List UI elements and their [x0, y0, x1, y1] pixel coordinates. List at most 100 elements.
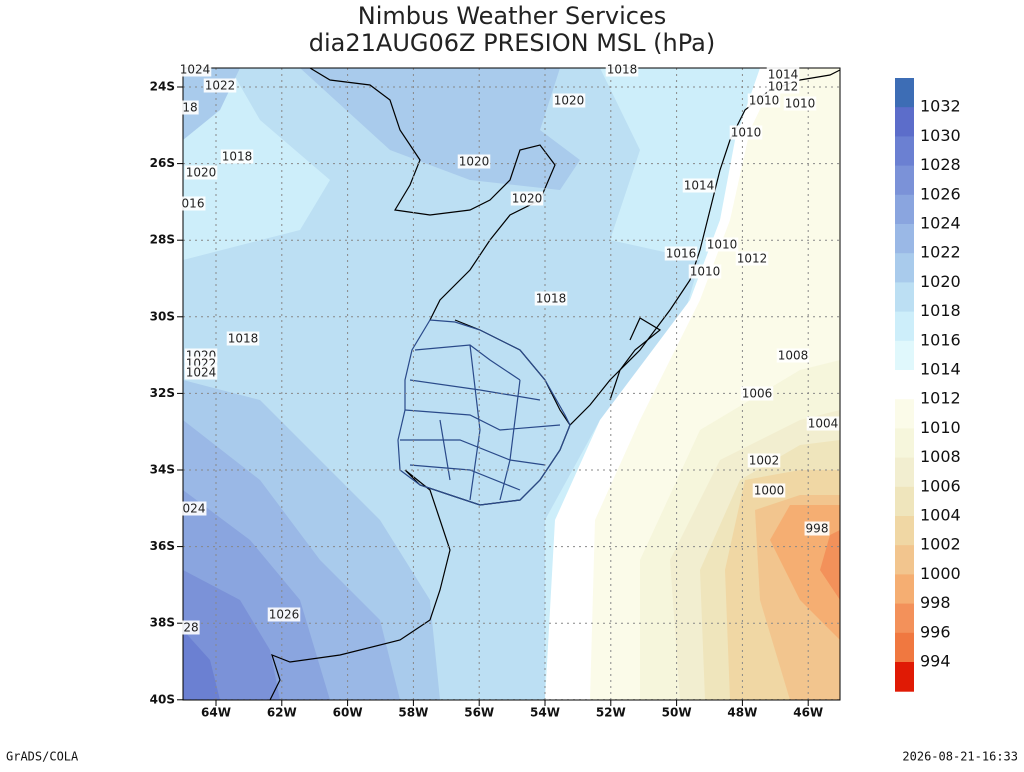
- contour-label-bg: [220, 149, 254, 164]
- lat-label: 32S: [150, 386, 175, 400]
- contour-label-bg: [178, 62, 212, 77]
- colorbar-label: 1012: [920, 389, 961, 408]
- contour-label: 1008: [778, 349, 809, 363]
- lon-label: 58W: [398, 706, 428, 720]
- colorbar-box: [895, 399, 914, 429]
- contour-label-bg: [664, 246, 698, 261]
- contour-label: 28: [183, 621, 198, 635]
- colorbar-label: 1010: [920, 418, 961, 437]
- contour-label: 1014: [768, 68, 799, 82]
- colorbar-box: [895, 603, 914, 634]
- contour-label-bg: [740, 386, 774, 401]
- contour-label-bg: [226, 331, 260, 346]
- fill-1020-n: [300, 68, 580, 190]
- colorbar-box: [895, 370, 914, 400]
- uruguay-borders: [397, 319, 571, 506]
- colorbar-label: 1008: [920, 447, 961, 466]
- contour-label: 1020: [554, 94, 585, 108]
- lat-label: 26S: [150, 156, 175, 170]
- colorbar-label: 1022: [920, 243, 961, 262]
- contour-label: 1018: [228, 332, 259, 346]
- colorbar-box: [895, 311, 914, 342]
- colorbar-box: [895, 574, 914, 605]
- colorbar-box: [895, 224, 914, 254]
- colorbar-label: 1006: [920, 476, 961, 495]
- contour-label: 016: [182, 197, 205, 211]
- contour-label-bg: [534, 291, 568, 306]
- contour-label-bg: [705, 237, 739, 252]
- contour-label: 1006: [742, 387, 773, 401]
- lat-label: 30S: [150, 309, 175, 323]
- contour-label-bg: [510, 191, 544, 206]
- contour-label: 1012: [737, 252, 768, 266]
- contour-label-bg: [457, 154, 491, 169]
- contour-label: 998: [806, 522, 829, 536]
- fill-1028: [183, 630, 220, 700]
- contour-label-bg: [203, 78, 237, 93]
- colorbar-box: [895, 457, 914, 488]
- colorbar-box: [895, 486, 914, 517]
- colorbar-box: [895, 165, 914, 196]
- contour-label-bg: [552, 93, 586, 108]
- colorbar-label: 998: [920, 593, 951, 612]
- colorbar-label: 1014: [920, 360, 961, 379]
- lon-label: 56W: [464, 706, 494, 720]
- colorbar-box: [895, 194, 914, 225]
- contour-label-bg: [766, 79, 800, 94]
- title: Nimbus Weather Services: [358, 2, 666, 30]
- contour-label: 1020: [512, 192, 543, 206]
- contour-label: 1014: [684, 179, 715, 193]
- lat-label: 38S: [150, 616, 175, 630]
- colorbar-box: [895, 78, 914, 108]
- contour-label-bg: [752, 483, 786, 498]
- lat-label: 28S: [150, 233, 175, 247]
- colorbar-box: [895, 107, 914, 137]
- colorbar-label: 1020: [920, 272, 961, 291]
- lon-label: 64W: [201, 706, 231, 720]
- contour-label: 1016: [666, 247, 697, 261]
- contour-label: 1004: [808, 417, 839, 431]
- contour-label: 1018: [222, 150, 253, 164]
- colorbar-label: 1002: [920, 535, 961, 554]
- contour-label-bg: [180, 196, 206, 211]
- contour-label: 1010: [707, 238, 738, 252]
- colorbar-box: [895, 545, 914, 575]
- contour-label-bg: [776, 348, 810, 363]
- colorbar-box: [895, 632, 914, 663]
- contour-label: 1024: [186, 366, 217, 380]
- colorbar-label: 1026: [920, 184, 961, 203]
- colorbar-box: [895, 136, 914, 167]
- fill-998: [770, 505, 840, 640]
- contour-label-bg: [747, 453, 781, 468]
- colorbar-label: 1030: [920, 126, 961, 145]
- lon-label: 46W: [793, 706, 823, 720]
- lon-label: 62W: [267, 706, 297, 720]
- footer-left: GrADS/COLA: [6, 750, 79, 764]
- contour-label: 1000: [754, 484, 785, 498]
- footer-right: 2026-08-21-16:33: [902, 750, 1018, 764]
- contour-label-bg: [182, 620, 200, 635]
- colorbar-label: 996: [920, 622, 951, 641]
- contour-label-bg: [735, 251, 769, 266]
- contour-label-bg: [682, 178, 716, 193]
- colorbar-box: [895, 340, 914, 371]
- colorbar-label: 1018: [920, 301, 961, 320]
- lon-label: 60W: [333, 706, 363, 720]
- contour-label-bg: [184, 165, 218, 180]
- colorbar-label: 1024: [920, 214, 961, 233]
- contour-label-bg: [181, 501, 207, 516]
- contour-label-bg: [806, 416, 840, 431]
- colorbar-label: 1000: [920, 564, 961, 583]
- contour-label-bg: [747, 93, 781, 108]
- colorbar-label: 994: [920, 652, 951, 671]
- contour-label-bg: [729, 125, 763, 140]
- contour-label: 1024: [180, 63, 211, 77]
- colorbar-box: [895, 662, 914, 692]
- lon-label: 52W: [596, 706, 626, 720]
- contour-label-bg: [766, 67, 800, 82]
- lat-label: 40S: [150, 692, 175, 706]
- subtitle: dia21AUG06Z PRESION MSL (hPa): [309, 29, 715, 57]
- labels: 24S 26S 28S 30S 32S 34S 36S 38S 40S 64W 62W 60W 58W 5…: [150, 62, 961, 720]
- colorbar-box: [895, 282, 914, 313]
